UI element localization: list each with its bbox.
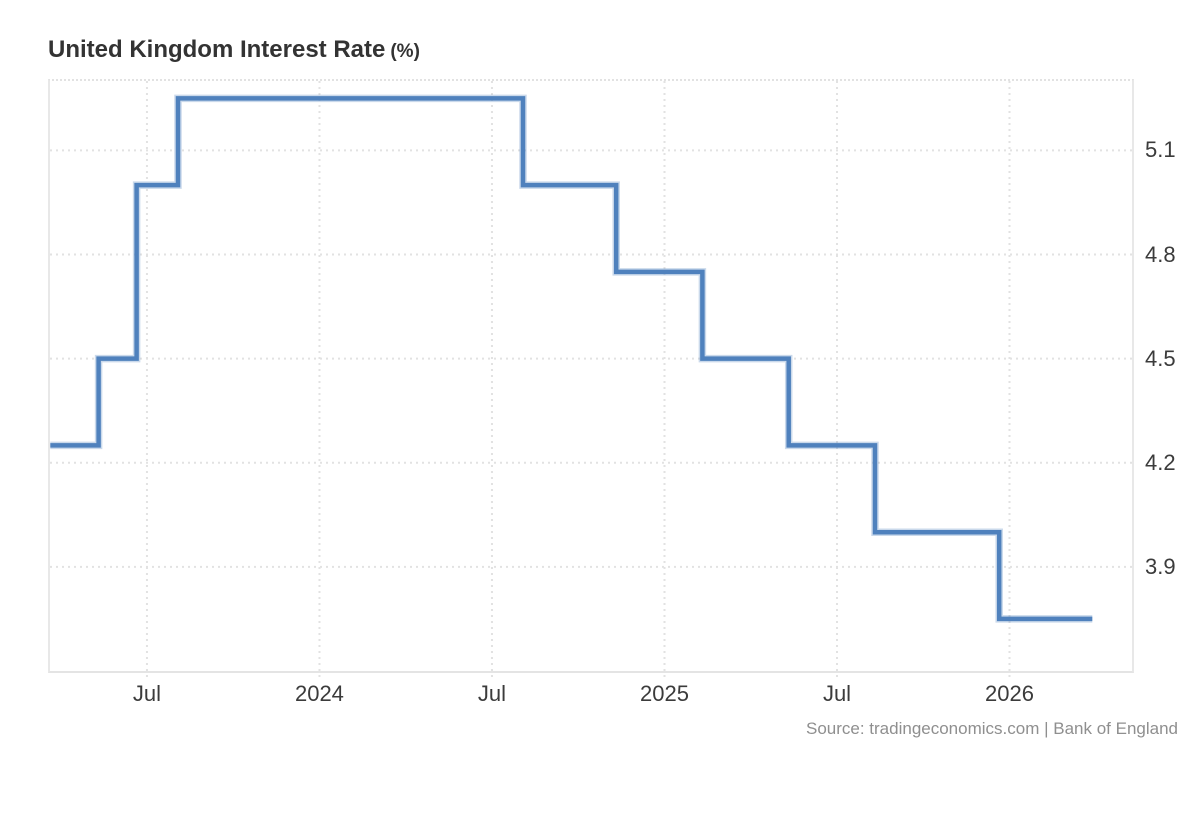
chart-title-text: United Kingdom Interest Rate xyxy=(48,36,386,63)
x-axis-label: Jul xyxy=(132,681,161,706)
chart-title-unit: (%) xyxy=(390,41,420,62)
plot-area[interactable]: 5.1 4.8 4.5 4.2 3.9 Jul 2024 Jul 2025 Jul 2026 xyxy=(48,79,1176,705)
x-axis-label: Jul xyxy=(477,681,507,706)
x-axis-label: 2026 xyxy=(985,681,1034,706)
chart-title: United Kingdom Interest Rate (%) xyxy=(48,36,420,64)
y-axis-label: 4.2 xyxy=(1145,449,1176,475)
y-axis-label: 4.8 xyxy=(1145,241,1176,267)
rate-step-line[interactable] xyxy=(50,96,1093,622)
x-axis-label: Jul xyxy=(822,681,852,706)
source-attribution: Source: tradingeconomics.com | Bank of E… xyxy=(805,719,1178,738)
x-axis-label: 2025 xyxy=(640,681,689,706)
x-axis-label: 2024 xyxy=(294,681,344,706)
step-line-chart-svg xyxy=(50,81,1132,678)
y-axis-label: 5.1 xyxy=(1145,137,1176,163)
y-axis-label: 4.5 xyxy=(1145,345,1176,371)
y-axis-label: 3.9 xyxy=(1145,553,1176,579)
